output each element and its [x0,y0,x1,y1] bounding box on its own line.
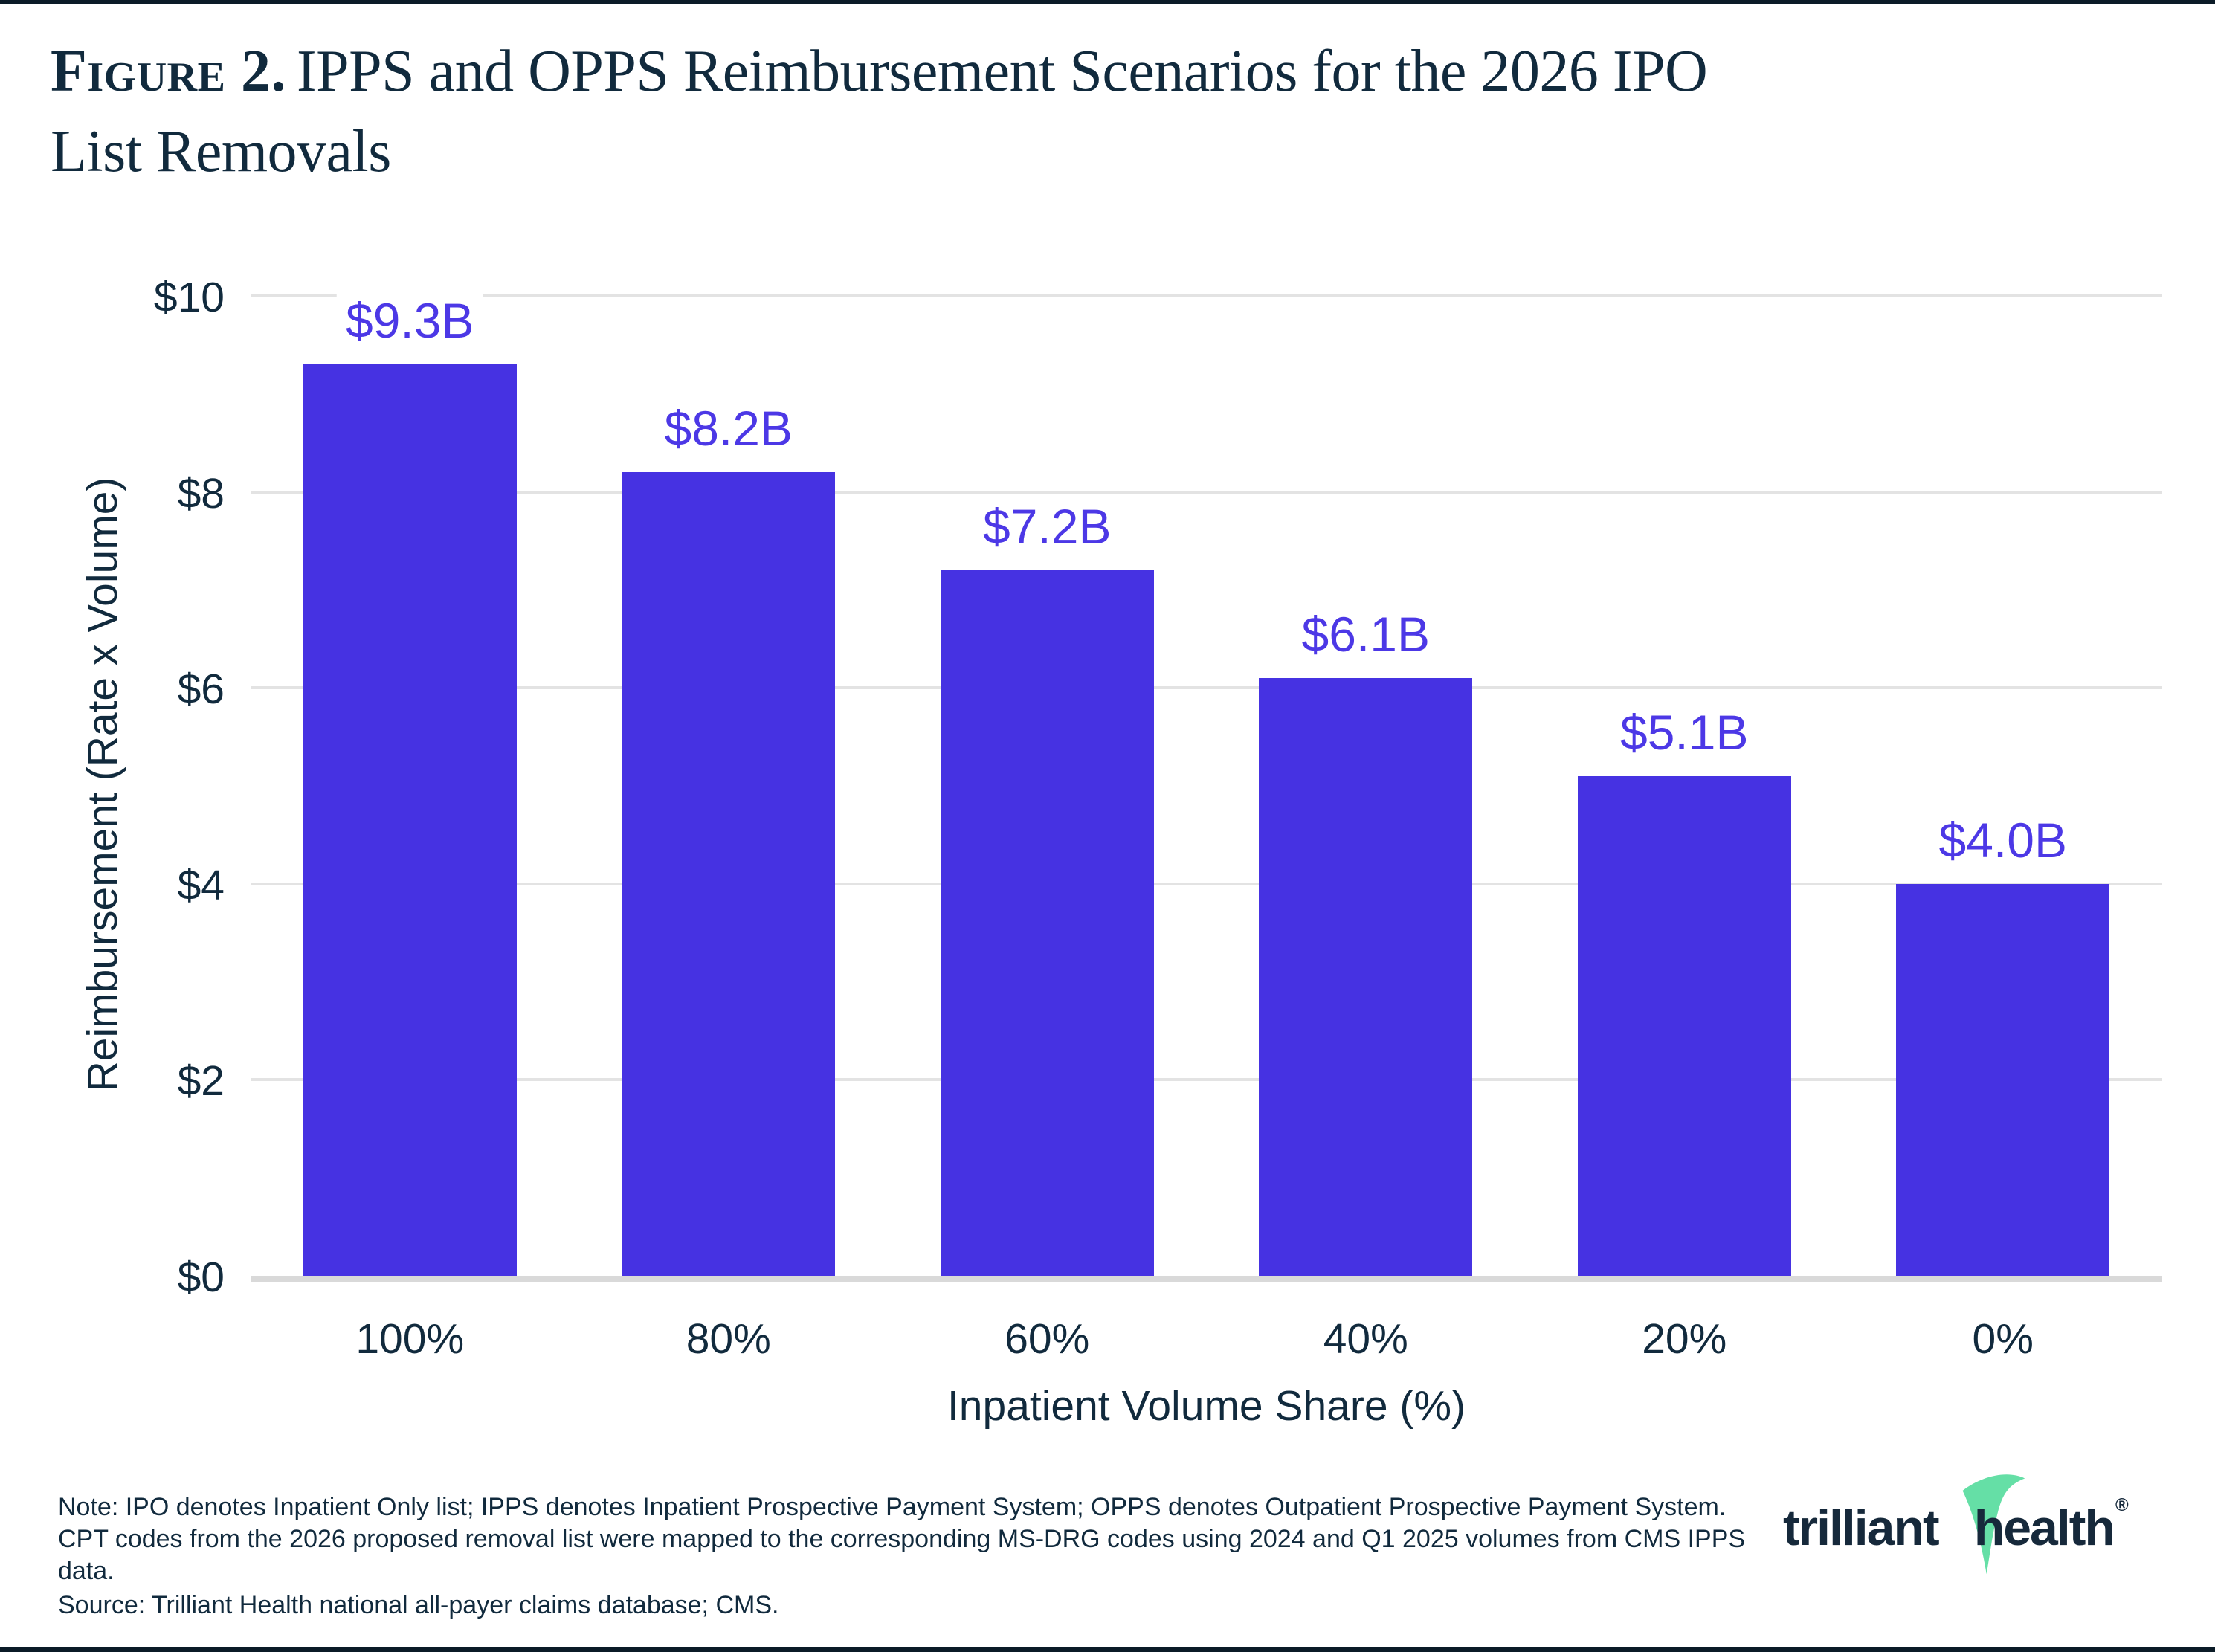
note-text: Note: IPO denotes Inpatient Only list; I… [58,1493,1746,1585]
gridline [251,882,2162,885]
x-tick-label: 100% [355,1315,465,1363]
x-tick-label: 60% [1005,1315,1090,1363]
x-axis-title: Inpatient Volume Share (%) [947,1382,1466,1430]
y-tick-label: $0 [177,1253,225,1301]
x-tick-label: 0% [1972,1315,2034,1363]
x-tick-label: 20% [1642,1315,1727,1363]
gridline [251,1078,2162,1082]
y-axis-title: Reimbursement (Rate x Volume) [79,477,126,1092]
top-rule [0,0,2215,4]
figure-title: Figure 2. IPPS and OPPS Reimbursement Sce… [51,31,2132,192]
gridline [251,294,2162,297]
figure-title-line2: List Removals [51,119,391,184]
bar [1896,883,2110,1276]
source-text: Source: Trilliant Health national all-pa… [58,1591,779,1619]
y-tick-label: $4 [177,861,225,909]
bar-value-label: $5.1B [1611,701,1758,763]
y-tick-label: $10 [153,274,225,321]
figure-title-line1: IPPS and OPPS Reimbursement Scenarios fo… [296,39,1708,104]
figure-number: Figure 2. [51,39,286,104]
gridline [251,490,2162,494]
bar [1577,775,1791,1276]
footnote-block: Note: IPO denotes Inpatient Only list; I… [58,1491,1783,1622]
logo-word-health: health [1973,1500,2115,1556]
bar-value-label: $6.1B [1292,604,1439,665]
y-tick-label: $8 [177,469,225,517]
bar [622,472,836,1276]
x-tick-label: 40% [1323,1315,1408,1363]
gridline [251,686,2162,690]
bar [940,570,1154,1276]
bottom-rule [0,1647,2215,1652]
bar-value-label: $4.0B [1929,809,2076,871]
bar [303,364,517,1276]
logo-word-trilliant: trilliant [1783,1500,1940,1556]
x-axis-baseline [251,1276,2162,1282]
bar-value-label: $7.2B [974,496,1121,558]
bar-value-label: $8.2B [655,398,802,459]
bar [1259,678,1473,1276]
x-tick-label: 80% [686,1315,771,1363]
trilliant-health-logo: trilliant health® [1783,1474,2129,1575]
registered-mark: ® [2115,1495,2129,1515]
bar-value-label: $9.3B [337,290,483,352]
y-tick-label: $6 [177,665,225,714]
logo-swoosh-icon [1962,1474,2025,1575]
y-tick-label: $2 [177,1057,225,1106]
